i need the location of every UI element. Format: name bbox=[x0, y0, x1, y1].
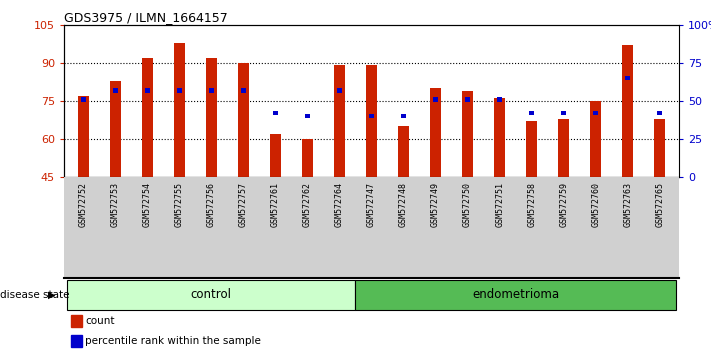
Bar bbox=[269, 134, 281, 177]
Text: GSM572755: GSM572755 bbox=[175, 182, 184, 227]
Bar bbox=[305, 114, 310, 118]
Bar bbox=[654, 119, 665, 177]
Bar bbox=[462, 91, 474, 177]
Bar bbox=[173, 42, 185, 177]
Bar bbox=[465, 97, 470, 102]
Bar bbox=[433, 97, 438, 102]
Bar bbox=[334, 65, 345, 177]
Bar bbox=[113, 88, 118, 92]
Bar bbox=[337, 88, 342, 92]
Bar bbox=[209, 88, 214, 92]
Bar bbox=[77, 96, 89, 177]
Bar bbox=[241, 88, 246, 92]
Bar bbox=[529, 111, 534, 115]
Bar bbox=[237, 63, 249, 177]
Bar bbox=[80, 97, 86, 102]
Bar bbox=[430, 88, 441, 177]
Text: GSM572748: GSM572748 bbox=[399, 182, 408, 227]
Bar bbox=[622, 45, 634, 177]
Text: GSM572754: GSM572754 bbox=[143, 182, 151, 227]
Text: disease state: disease state bbox=[0, 290, 70, 300]
Text: GSM572764: GSM572764 bbox=[335, 182, 344, 227]
Text: control: control bbox=[191, 288, 232, 301]
Bar bbox=[558, 119, 570, 177]
Bar bbox=[561, 111, 566, 115]
Text: GSM572749: GSM572749 bbox=[431, 182, 440, 227]
Bar bbox=[369, 114, 374, 118]
Text: ▶: ▶ bbox=[48, 290, 55, 300]
Text: GSM572762: GSM572762 bbox=[303, 182, 312, 227]
Text: GSM572751: GSM572751 bbox=[495, 182, 504, 227]
Bar bbox=[145, 88, 150, 92]
Text: GSM572753: GSM572753 bbox=[111, 182, 119, 227]
Bar bbox=[494, 98, 506, 177]
Bar bbox=[177, 88, 182, 92]
Bar bbox=[526, 121, 538, 177]
Bar bbox=[366, 65, 377, 177]
Bar bbox=[205, 58, 217, 177]
Text: GSM572765: GSM572765 bbox=[656, 182, 664, 227]
Text: GSM572761: GSM572761 bbox=[271, 182, 280, 227]
Bar bbox=[657, 111, 663, 115]
Text: endometrioma: endometrioma bbox=[472, 288, 560, 301]
Text: GDS3975 / ILMN_1664157: GDS3975 / ILMN_1664157 bbox=[64, 11, 228, 24]
Bar bbox=[593, 111, 598, 115]
Text: GSM572756: GSM572756 bbox=[207, 182, 216, 227]
Bar bbox=[625, 76, 630, 80]
Bar bbox=[590, 101, 602, 177]
Bar bbox=[398, 126, 409, 177]
FancyBboxPatch shape bbox=[68, 280, 356, 310]
Bar bbox=[401, 114, 406, 118]
Text: GSM572758: GSM572758 bbox=[527, 182, 536, 227]
Bar bbox=[302, 139, 313, 177]
Bar bbox=[497, 97, 502, 102]
Text: GSM572760: GSM572760 bbox=[592, 182, 600, 227]
Text: GSM572750: GSM572750 bbox=[463, 182, 472, 227]
Text: count: count bbox=[85, 316, 114, 326]
Text: GSM572747: GSM572747 bbox=[367, 182, 376, 227]
Text: GSM572757: GSM572757 bbox=[239, 182, 248, 227]
Bar bbox=[141, 58, 153, 177]
Text: GSM572763: GSM572763 bbox=[624, 182, 632, 227]
Text: GSM572752: GSM572752 bbox=[79, 182, 87, 227]
Text: percentile rank within the sample: percentile rank within the sample bbox=[85, 336, 261, 346]
FancyBboxPatch shape bbox=[356, 280, 675, 310]
Bar bbox=[273, 111, 278, 115]
Bar bbox=[109, 81, 121, 177]
Text: GSM572759: GSM572759 bbox=[559, 182, 568, 227]
